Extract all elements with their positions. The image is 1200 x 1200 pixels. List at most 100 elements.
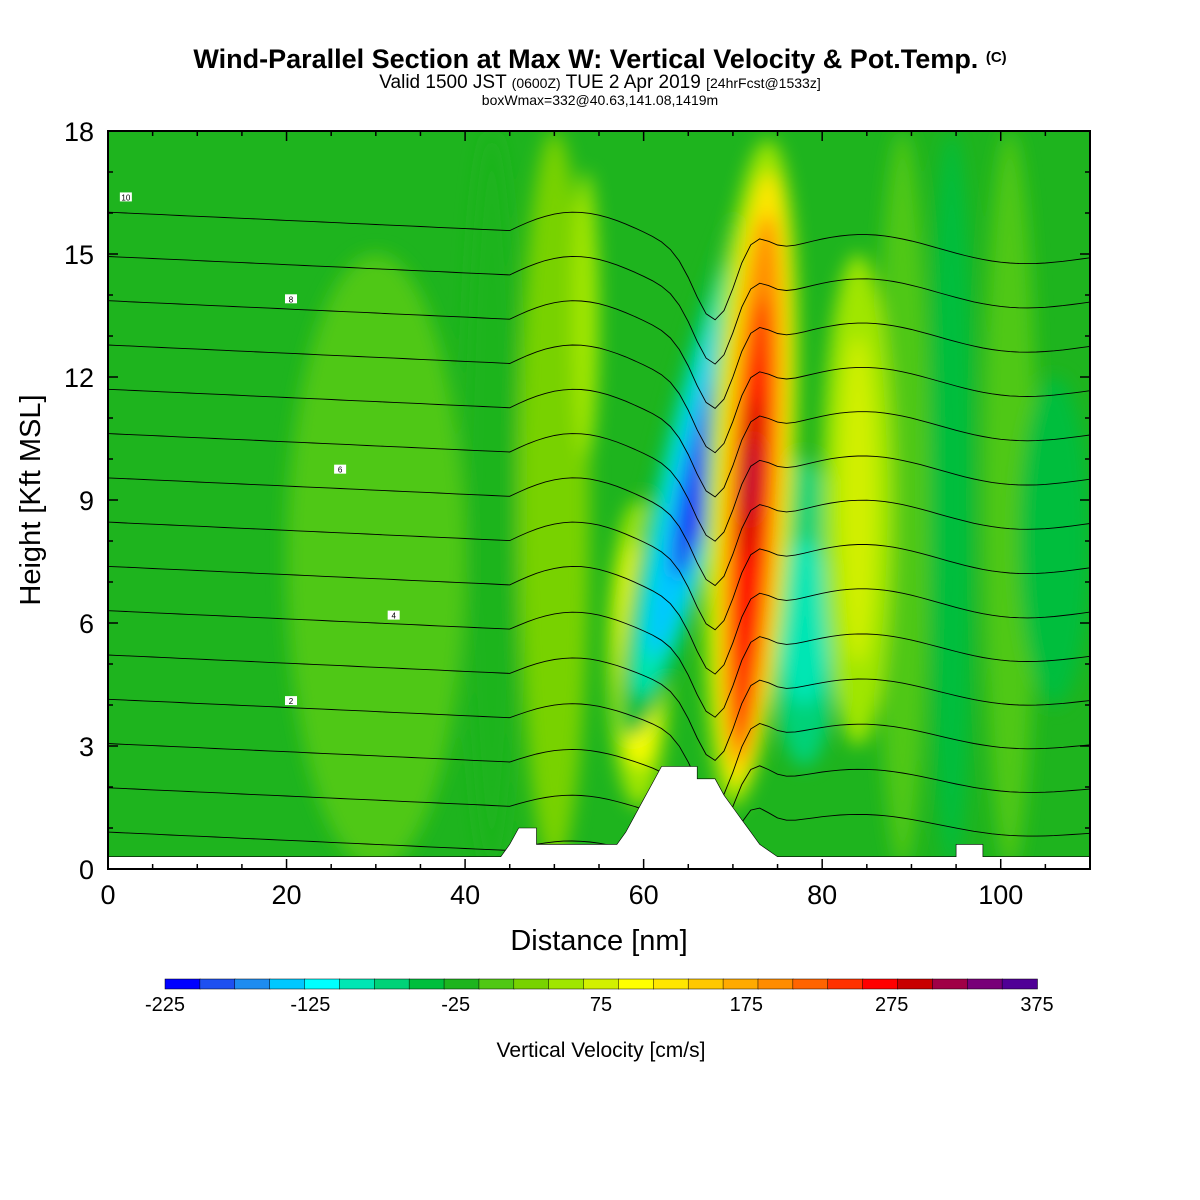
valid-prefix: Valid 1500 JST bbox=[379, 72, 507, 93]
colorbar-swatch bbox=[199, 978, 236, 990]
colorbar-swatch bbox=[478, 978, 515, 990]
colorbar-title: Vertical Velocity [cm/s] bbox=[497, 1039, 706, 1062]
field-band bbox=[929, 131, 974, 869]
x-axis-title: Distance [nm] bbox=[510, 925, 687, 957]
y-tick-label: 12 bbox=[64, 363, 94, 393]
title-mark: (C) bbox=[985, 49, 1007, 66]
theta-contour-line bbox=[108, 344, 1090, 454]
theta-contour-line bbox=[108, 300, 1090, 409]
theta-contour-line bbox=[108, 521, 1090, 631]
colorbar-swatch bbox=[653, 978, 689, 990]
valid-date: TUE 2 Apr 2019 bbox=[565, 72, 701, 93]
contour-label-text: 6 bbox=[338, 466, 343, 475]
x-tick-label: 40 bbox=[450, 880, 480, 910]
axis-ticks: 0 20 40 60 80 100 0 3 6 9 12 15 18 bbox=[64, 117, 1091, 910]
contour-label-bg bbox=[285, 294, 298, 304]
x-tick-label: 20 bbox=[272, 880, 302, 910]
colorbar-swatch bbox=[374, 978, 410, 990]
contour-label: 2 bbox=[285, 696, 298, 706]
theta-contour-line bbox=[108, 787, 1090, 865]
theta-contour-line bbox=[108, 654, 1090, 761]
theta-contour-line bbox=[108, 211, 1090, 321]
colorbar-swatch bbox=[897, 978, 934, 990]
y-tick-label: 6 bbox=[79, 609, 94, 639]
contour-label: 8 bbox=[285, 294, 298, 304]
colorbar-swatch bbox=[164, 978, 201, 990]
theta-contours: 2 4 6 8 10 bbox=[108, 192, 1090, 869]
contour-label: 6 bbox=[334, 464, 347, 475]
colorbar: -225 -125 -25 75 175 275 375 bbox=[145, 978, 1054, 1016]
field-band bbox=[286, 254, 466, 869]
contour-label-bg bbox=[119, 192, 132, 202]
chart-title: Wind-Parallel Section at Max W: Vertical… bbox=[0, 44, 1200, 75]
y-tick-label: 3 bbox=[79, 732, 94, 762]
theta-contour-line bbox=[108, 477, 1090, 587]
theta-contour-line bbox=[108, 255, 1090, 365]
terrain-mask bbox=[107, 766, 1091, 870]
y-tick-label: 18 bbox=[64, 117, 94, 147]
colorbar-swatch bbox=[618, 978, 655, 990]
valid-utc: (0600Z) bbox=[511, 75, 561, 91]
colorbar-swatch bbox=[757, 978, 794, 990]
chart-subtitle: Valid 1500 JST (0600Z) TUE 2 Apr 2019 [2… bbox=[0, 72, 1200, 94]
colorbar-label: -225 bbox=[145, 994, 185, 1016]
colorbar-swatch bbox=[932, 978, 968, 990]
contour-label-text: 8 bbox=[289, 295, 294, 304]
colorbar-swatch bbox=[862, 978, 899, 990]
x-tick-label: 0 bbox=[100, 880, 115, 910]
colorbar-label: 275 bbox=[875, 994, 908, 1016]
colorbar-swatch bbox=[443, 978, 480, 990]
colorbar-swatch bbox=[304, 978, 341, 990]
field-band bbox=[465, 131, 519, 869]
colorbar-label: 75 bbox=[590, 994, 612, 1016]
field-band bbox=[875, 131, 930, 869]
colorbar-swatch bbox=[827, 978, 864, 990]
colorbar-label: -25 bbox=[441, 994, 470, 1016]
x-tick-label: 100 bbox=[978, 880, 1023, 910]
colorbar-swatch bbox=[583, 978, 620, 990]
colorbar-swatch bbox=[687, 978, 724, 990]
colorbar-swatch bbox=[234, 978, 271, 990]
theta-contour-line bbox=[108, 610, 1090, 718]
x-tick-label: 60 bbox=[629, 880, 659, 910]
field-band bbox=[1018, 377, 1090, 705]
contour-label-text: 4 bbox=[391, 612, 396, 621]
y-tick-label: 9 bbox=[79, 486, 94, 516]
y-tick-label: 15 bbox=[64, 240, 94, 270]
colorbar-label: 175 bbox=[730, 994, 763, 1016]
colorbar-swatch bbox=[722, 978, 759, 990]
title-main: Wind-Parallel Section at Max W: Vertical… bbox=[193, 44, 979, 74]
box-info: boxWmax=332@40.63,141.08,1419m bbox=[481, 92, 719, 108]
theta-contour-line bbox=[108, 698, 1090, 805]
contour-label-bg bbox=[285, 696, 298, 706]
velocity-field bbox=[108, 131, 1090, 869]
colorbar-label: 375 bbox=[1020, 994, 1053, 1016]
colorbar-label: -125 bbox=[290, 994, 330, 1016]
field-band bbox=[777, 541, 832, 705]
colorbar-swatch bbox=[966, 978, 1003, 990]
field-band bbox=[572, 172, 599, 459]
contour-label: 10 bbox=[119, 192, 132, 202]
contour-label: 4 bbox=[387, 610, 400, 621]
field-band bbox=[982, 131, 1037, 869]
contour-label-bg bbox=[334, 464, 347, 474]
valid-fcst: [24hrFcst@1533z] bbox=[706, 75, 821, 91]
colorbar-swatch bbox=[513, 978, 550, 990]
x-tick-label: 80 bbox=[807, 880, 837, 910]
colorbar-swatch bbox=[1001, 978, 1038, 990]
contour-label-text: 10 bbox=[121, 193, 130, 202]
theta-contour-line bbox=[108, 388, 1090, 498]
field-band bbox=[745, 438, 756, 521]
colorbar-swatch bbox=[408, 978, 445, 990]
y-axis-title: Height [Kft MSL] bbox=[15, 394, 47, 605]
y-tick-label: 0 bbox=[79, 855, 94, 885]
colorbar-swatch bbox=[792, 978, 829, 990]
theta-contour-line bbox=[108, 433, 1090, 542]
colorbar-swatch bbox=[339, 978, 376, 990]
contour-label-text: 2 bbox=[289, 697, 294, 706]
theta-contour-line bbox=[108, 743, 1090, 835]
contour-label-bg bbox=[387, 610, 400, 620]
theta-contour-line bbox=[108, 565, 1090, 675]
colorbar-swatch bbox=[269, 978, 306, 990]
